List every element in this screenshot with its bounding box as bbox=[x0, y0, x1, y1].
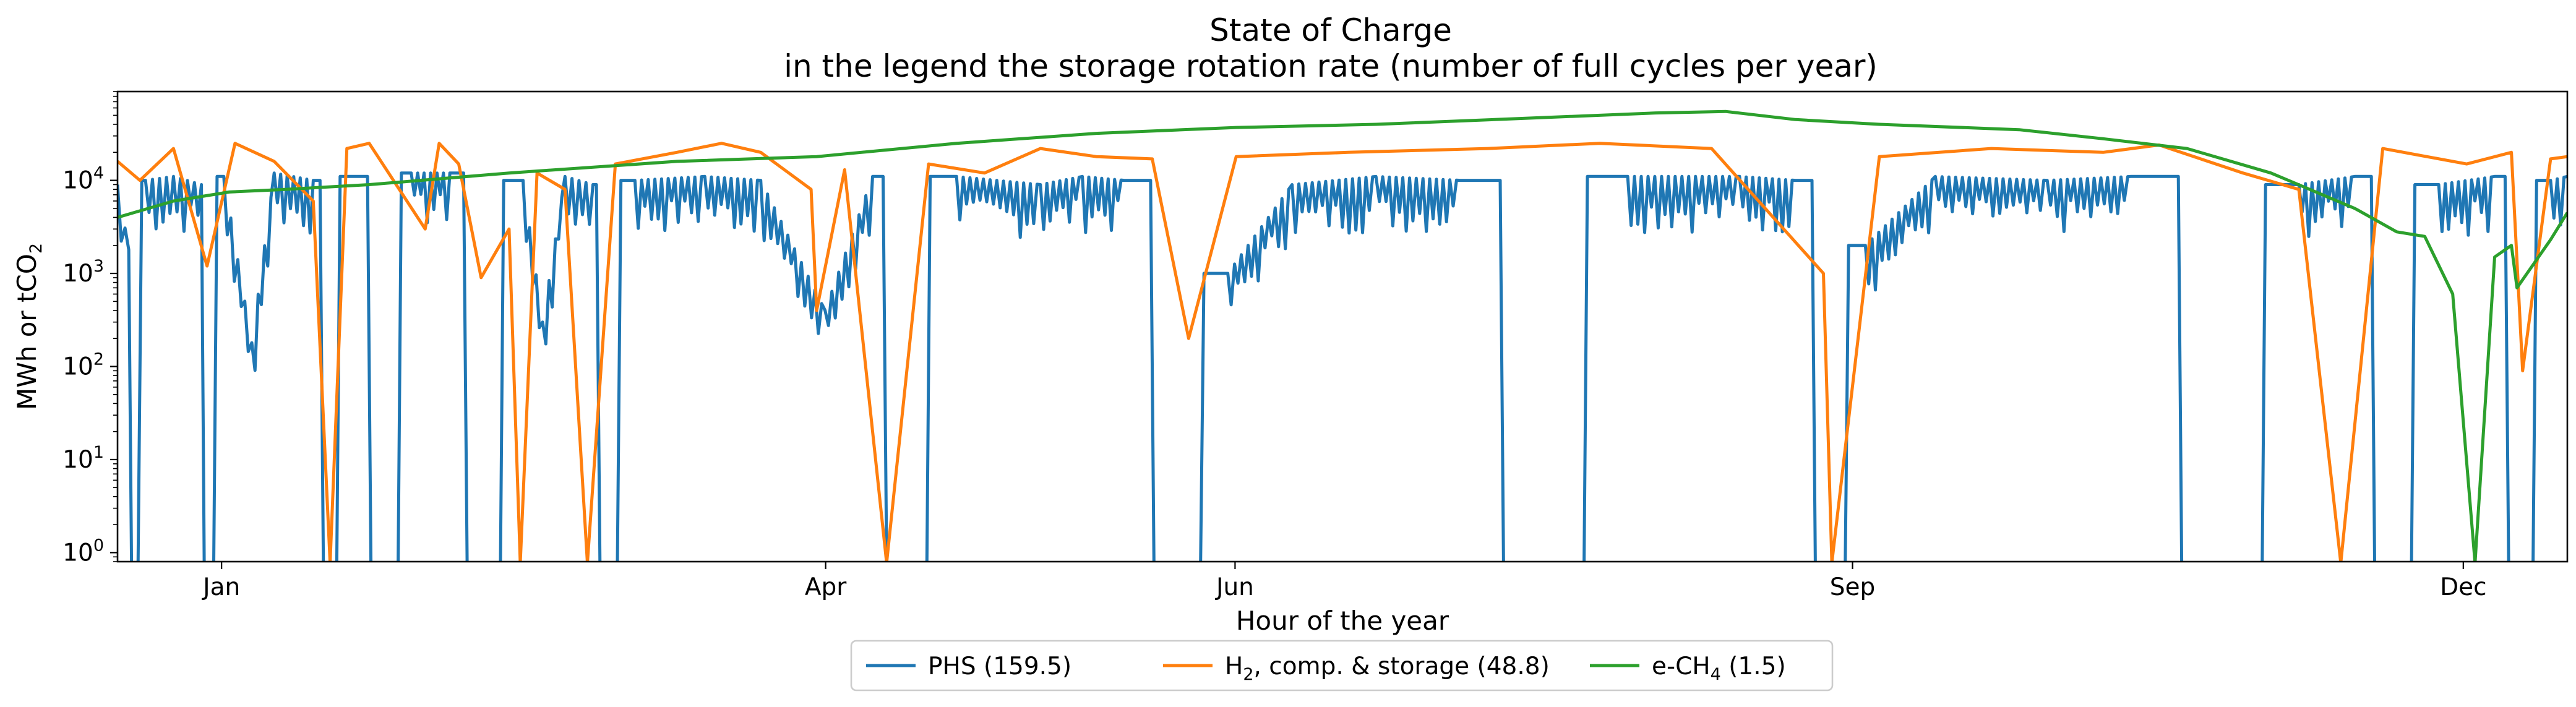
y-tick-label: 100 bbox=[62, 536, 104, 567]
chart-title: State of Charge bbox=[1209, 12, 1452, 48]
x-tick-label: Jan bbox=[201, 573, 240, 601]
legend-frame bbox=[850, 640, 1834, 692]
y-tick-label: 101 bbox=[62, 443, 104, 474]
plot-area bbox=[118, 92, 2567, 562]
y-tick-label-base: 10 bbox=[62, 446, 93, 474]
x-axis-label: Hour of the year bbox=[1236, 606, 1449, 636]
y-tick-label-exponent: 1 bbox=[93, 443, 104, 462]
x-tick-label: Sep bbox=[1830, 573, 1876, 601]
y-axis-label: MWh or tCO2 bbox=[12, 243, 46, 410]
y-tick-label: 103 bbox=[62, 257, 104, 288]
y-tick-label: 102 bbox=[62, 349, 104, 380]
legend: PHS (159.5) H2, comp. & storage (48.8) e-C… bbox=[850, 640, 1834, 692]
legend-label-part: , comp. & storage (48.8) bbox=[1254, 653, 1550, 680]
series-line-1 bbox=[118, 142, 2567, 562]
series-layer bbox=[118, 109, 2567, 562]
legend-label: e-CH4 (1.5) bbox=[1652, 653, 1786, 684]
x-axis: Jan Apr Jun Sep Dec bbox=[201, 562, 2487, 601]
legend-label-part: H bbox=[1225, 653, 1243, 680]
x-tick-label: Apr bbox=[805, 573, 847, 601]
legend-label-part: (1.5) bbox=[1721, 653, 1786, 680]
y-tick-label-base: 10 bbox=[62, 539, 93, 567]
legend-label-part: e-CH bbox=[1652, 653, 1711, 680]
chart-subtitle: in the legend the storage rotation rate … bbox=[784, 48, 1878, 84]
legend-label-subscript: 4 bbox=[1711, 665, 1721, 684]
y-tick-label-base: 10 bbox=[62, 260, 93, 288]
y-tick-label-exponent: 2 bbox=[93, 349, 104, 369]
series-line-0 bbox=[118, 171, 2567, 562]
y-tick-label-base: 10 bbox=[62, 167, 93, 195]
legend-label-subscript: 2 bbox=[1243, 665, 1253, 684]
y-tick-label: 104 bbox=[62, 164, 104, 195]
legend-label: PHS (159.5) bbox=[928, 653, 1071, 680]
y-tick-label-base: 10 bbox=[62, 353, 93, 380]
y-axis-label-subscript: 2 bbox=[27, 243, 46, 254]
y-axis-label-base: MWh or tCO bbox=[12, 254, 42, 410]
series-line-2 bbox=[118, 109, 2567, 562]
y-tick-label-exponent: 4 bbox=[93, 164, 104, 183]
legend-label: H2, comp. & storage (48.8) bbox=[1225, 653, 1550, 684]
y-tick-label-exponent: 3 bbox=[93, 257, 104, 276]
x-tick-label: Dec bbox=[2440, 573, 2486, 601]
plot-frame bbox=[116, 90, 2569, 563]
legend-label-part: PHS (159.5) bbox=[928, 653, 1071, 680]
x-tick-label: Jun bbox=[1214, 573, 1254, 601]
y-tick-label-exponent: 0 bbox=[93, 536, 104, 555]
